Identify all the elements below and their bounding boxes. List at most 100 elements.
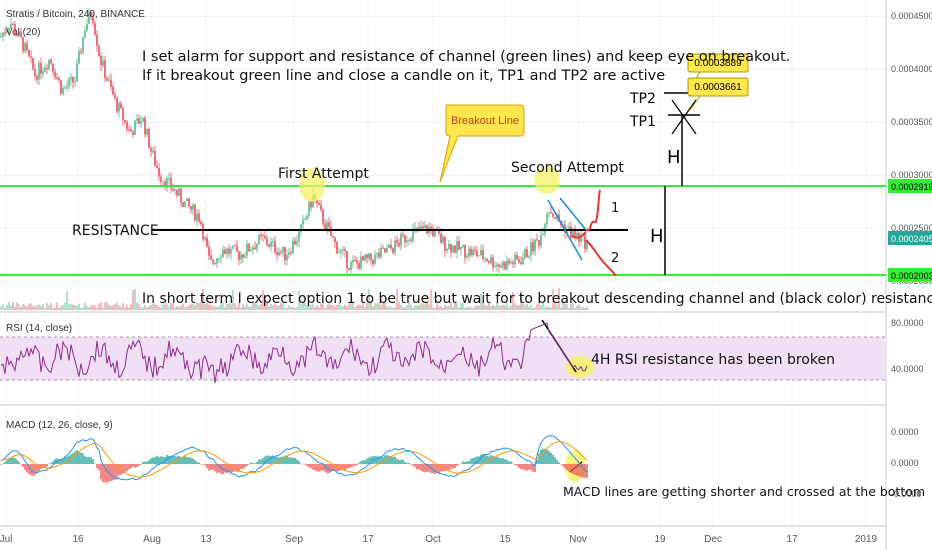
macd-hist-bar xyxy=(404,461,406,464)
candle-body xyxy=(170,177,172,189)
volume-bar xyxy=(488,302,490,310)
macd-hist-bar xyxy=(318,464,320,472)
candle-body xyxy=(350,262,352,270)
macd-hist-bar xyxy=(60,458,62,464)
candle-body xyxy=(398,242,400,246)
candle-body xyxy=(84,30,86,38)
option-1-path[interactable] xyxy=(585,189,601,232)
volume-bar xyxy=(370,302,372,310)
volume-bar xyxy=(16,302,18,310)
volume-bar xyxy=(34,306,36,310)
volume-bar xyxy=(148,306,150,310)
macd-hist-bar xyxy=(450,464,452,469)
candle-body xyxy=(36,76,38,80)
macd-hist-bar xyxy=(186,457,188,464)
macd-hist-bar xyxy=(408,462,410,464)
candle-body xyxy=(362,256,364,261)
candle-body xyxy=(380,247,382,257)
volume-bar xyxy=(566,304,568,310)
macd-hist-bar xyxy=(92,459,94,464)
descending-channel-upper[interactable] xyxy=(559,197,587,231)
volume-bar xyxy=(60,306,62,310)
volume-bar xyxy=(380,304,382,310)
volume-bar xyxy=(562,302,564,310)
volume-bar xyxy=(102,307,104,310)
macd-hist-bar xyxy=(476,456,478,464)
macd-hist-bar xyxy=(322,464,324,471)
candle-body xyxy=(162,181,164,183)
macd-hist-bar xyxy=(394,456,396,464)
volume-bar xyxy=(118,305,120,310)
macd-hist-bar xyxy=(506,459,508,464)
volume-bar xyxy=(232,290,234,310)
candle-body xyxy=(94,23,96,35)
candle-body xyxy=(584,234,586,250)
price-candles[interactable] xyxy=(0,8,588,276)
candle-body xyxy=(32,57,34,69)
volume-bar xyxy=(388,305,390,310)
macd-hist-bar xyxy=(18,461,20,464)
volume-bar xyxy=(536,304,538,310)
volume-bar xyxy=(324,307,326,310)
volume-bar xyxy=(494,305,496,310)
candle-body xyxy=(392,248,394,253)
macd-hist-bar xyxy=(160,456,162,464)
candle-body xyxy=(280,251,282,253)
macd-hist-bar xyxy=(290,457,292,464)
macd-hist-bar xyxy=(462,461,464,464)
candle-body xyxy=(124,120,126,122)
volume-bar xyxy=(170,302,172,310)
volume-bar xyxy=(436,303,438,310)
candle-body xyxy=(98,46,100,56)
candle-body xyxy=(580,235,582,242)
macd-hist-bar xyxy=(548,451,550,464)
candle-body xyxy=(254,247,256,250)
volume-bar xyxy=(142,307,144,310)
macd-hist-bar xyxy=(504,459,506,464)
candle-body xyxy=(270,241,272,247)
candle-body xyxy=(168,177,170,179)
macd-hist-bar xyxy=(292,457,294,464)
descending-channel-lower[interactable] xyxy=(547,199,583,261)
tp1-value-callout[interactable]: 0.0003661 xyxy=(687,77,749,111)
macd-hist-bar xyxy=(332,464,334,471)
volume-bar xyxy=(272,305,274,310)
candle-body xyxy=(240,254,242,260)
volume-bar xyxy=(52,307,54,310)
candle-body xyxy=(246,243,248,256)
candle-body xyxy=(200,221,202,225)
candle-body xyxy=(396,240,398,243)
volume-bar xyxy=(240,307,242,310)
volume-bar xyxy=(318,307,320,310)
candle-body xyxy=(300,224,302,232)
volume-bar xyxy=(246,303,248,310)
macd-hist-bar xyxy=(566,464,568,471)
candle-body xyxy=(332,235,334,238)
candle-body xyxy=(202,224,204,240)
volume-bar xyxy=(480,293,482,310)
volume-bar xyxy=(506,302,508,310)
macd-hist-bar xyxy=(238,464,240,472)
volume-bar xyxy=(290,306,292,310)
option-2-path[interactable] xyxy=(585,239,617,277)
volume-bar xyxy=(528,306,530,310)
candle-body xyxy=(198,213,200,222)
candle-body xyxy=(502,262,504,268)
candle-body xyxy=(438,230,440,234)
breakout-line-callout[interactable]: Breakout Line xyxy=(439,104,525,183)
volume-bar xyxy=(94,305,96,310)
macd-hist-bar xyxy=(282,456,284,464)
volume-bar xyxy=(206,303,208,310)
macd-hist-bar xyxy=(392,457,394,464)
candle-body xyxy=(524,249,526,258)
candle-body xyxy=(294,240,296,245)
candle-body xyxy=(326,222,328,230)
candle-body xyxy=(400,234,402,246)
tp2-value-callout[interactable]: 0.0003889 xyxy=(687,53,749,89)
macd-hist-bar xyxy=(112,464,114,481)
macd-hist-bar xyxy=(102,464,104,483)
candle-body xyxy=(86,23,88,31)
volume-bar xyxy=(466,306,468,310)
candle-body xyxy=(480,249,482,256)
